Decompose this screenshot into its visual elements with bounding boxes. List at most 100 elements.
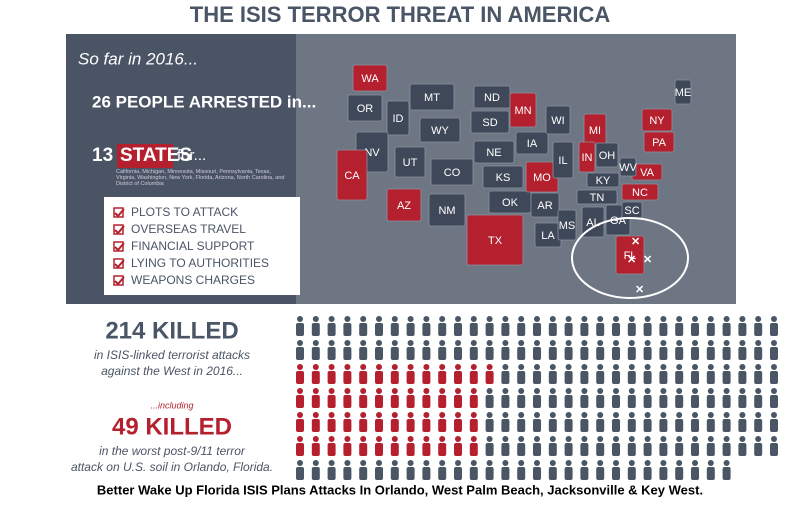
state — [641, 108, 673, 132]
person-icon — [770, 436, 778, 456]
person-body — [533, 467, 541, 480]
person-head — [692, 364, 698, 370]
person-body — [722, 347, 731, 360]
person-head — [455, 388, 461, 394]
person-icon — [770, 388, 778, 408]
state — [430, 158, 474, 186]
person-head — [755, 412, 762, 418]
person-head — [470, 340, 477, 346]
person-head — [328, 340, 335, 346]
person-icon — [311, 388, 320, 408]
person-body — [390, 347, 399, 360]
person-body — [343, 371, 352, 384]
person-body — [406, 323, 415, 336]
person-icon — [580, 316, 589, 336]
person-head — [739, 316, 746, 322]
checkbox — [113, 241, 124, 252]
person-head — [470, 436, 477, 442]
orlando-line1: in the worst post-9/11 terror — [99, 444, 246, 458]
person-icon — [548, 436, 557, 456]
person-icon — [564, 340, 573, 360]
state-label: WI — [551, 115, 564, 127]
person-body — [706, 443, 715, 456]
person-icon — [390, 316, 399, 336]
person-head — [344, 412, 351, 418]
person-head — [771, 364, 777, 370]
person-head — [660, 316, 667, 322]
person-icon — [738, 388, 747, 408]
person-head — [660, 364, 667, 370]
person-head — [470, 316, 477, 322]
person-head — [439, 412, 446, 418]
state-label: ME — [675, 87, 692, 99]
person-head — [581, 364, 588, 370]
person-body — [659, 419, 668, 432]
person-body — [691, 395, 699, 408]
including: ...including — [150, 400, 193, 410]
person-head — [739, 364, 746, 370]
state — [515, 131, 549, 155]
person-icon — [596, 364, 605, 384]
florida-circle — [571, 217, 689, 299]
person-icon — [422, 412, 431, 432]
person-icon — [501, 340, 510, 360]
person-body — [438, 443, 447, 456]
person-head — [644, 316, 651, 322]
person-body — [533, 443, 541, 456]
person-head — [407, 412, 414, 418]
person-head — [597, 412, 604, 418]
marker: ✕ — [635, 284, 644, 296]
person-head — [755, 316, 762, 322]
person-body — [517, 347, 526, 360]
person-body — [627, 419, 636, 432]
person-icon — [454, 460, 462, 480]
person-head — [549, 340, 556, 346]
person-icon — [722, 340, 731, 360]
person-body — [422, 347, 431, 360]
person-head — [676, 340, 683, 346]
person-head — [360, 316, 367, 322]
person-body — [564, 347, 573, 360]
person-icon — [343, 340, 352, 360]
person-body — [675, 467, 684, 480]
person-icon — [485, 340, 494, 360]
person-icon — [311, 316, 320, 336]
person-icon — [501, 412, 510, 432]
person-body — [675, 443, 684, 456]
person-icon — [327, 316, 336, 336]
person-body — [754, 443, 763, 456]
state-label: AZ — [397, 200, 411, 212]
attack-markers: ✕ ✕ ✕ ✕ — [627, 236, 652, 296]
person-icon — [327, 436, 336, 456]
person-icon — [517, 316, 526, 336]
person-icon — [548, 364, 557, 384]
person-head — [376, 340, 382, 346]
person-body — [327, 419, 336, 432]
person-head — [692, 436, 698, 442]
person-body — [517, 443, 526, 456]
person-icon — [469, 436, 478, 456]
person-icon — [612, 388, 620, 408]
person-body — [343, 443, 352, 456]
person-icon — [706, 436, 715, 456]
person-body — [422, 323, 431, 336]
person-head — [297, 460, 303, 466]
person-icon — [691, 388, 699, 408]
person-body — [738, 395, 747, 408]
person-icon — [438, 316, 447, 336]
person-head — [676, 436, 683, 442]
person-body — [738, 419, 747, 432]
person-body — [454, 323, 462, 336]
person-icon — [454, 388, 462, 408]
person-icon — [390, 460, 399, 480]
person-icon — [738, 412, 747, 432]
person-head — [723, 316, 730, 322]
person-icon — [390, 340, 399, 360]
person-head — [486, 412, 493, 418]
person-body — [675, 323, 684, 336]
person-icon — [422, 388, 431, 408]
person-icon — [691, 460, 699, 480]
person-body — [375, 323, 383, 336]
person-head — [723, 364, 730, 370]
person-head — [502, 436, 509, 442]
